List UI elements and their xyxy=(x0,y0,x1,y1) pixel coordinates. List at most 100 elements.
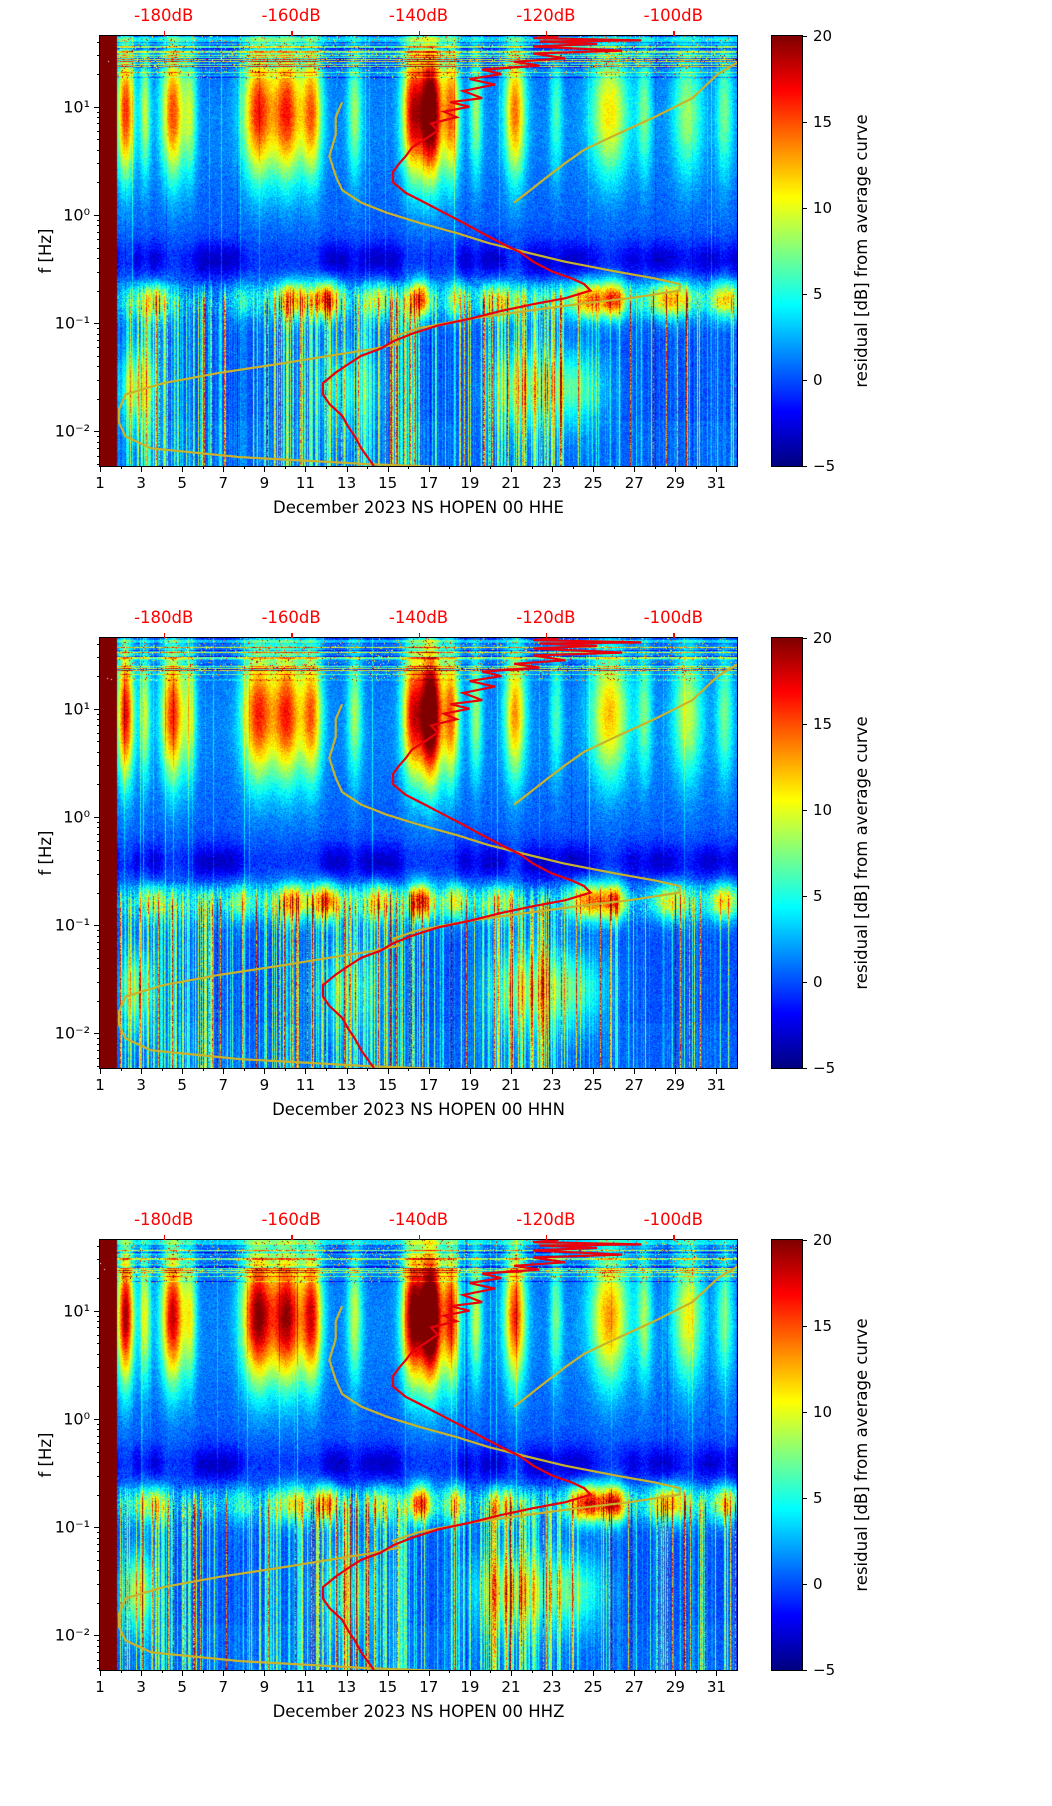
colorbar: 20 15 10 5 0 −5 xyxy=(771,629,835,1077)
top-axis-tick-mark xyxy=(163,633,166,638)
top-axis-tick-label: -100dB xyxy=(643,1210,703,1229)
colorbar-tick-mark xyxy=(802,982,807,983)
x-tick-mark xyxy=(100,1670,101,1676)
y-minor-tick-mark xyxy=(96,379,100,381)
x-tick-label: 3 xyxy=(136,1076,146,1094)
yellow-reference-curve-1 xyxy=(513,1265,737,1408)
x-tick-label: 31 xyxy=(706,1678,726,1696)
x-minor-tick-mark xyxy=(613,1068,615,1071)
y-minor-tick-mark xyxy=(96,1435,100,1437)
y-minor-tick-mark xyxy=(96,258,100,260)
y-minor-tick-mark xyxy=(96,1245,100,1247)
y-minor-tick-mark xyxy=(96,1050,100,1052)
x-tick-label: 13 xyxy=(337,474,357,492)
y-minor-tick-mark xyxy=(96,247,100,249)
y-minor-tick-mark xyxy=(96,1442,100,1444)
x-minor-tick-mark xyxy=(161,1670,163,1673)
x-tick-label: 3 xyxy=(136,474,146,492)
colorbar-tick-mark xyxy=(802,1498,807,1499)
spectrogram-panel-hhe: f [Hz] 1 3 5 7 9 11 13 15 17 19 21 23 25 27 29 31 10¹ 10⁰… xyxy=(0,0,1052,602)
x-tick-mark xyxy=(634,466,636,472)
x-tick-mark xyxy=(675,466,677,472)
top-axis-tick-mark xyxy=(673,633,675,638)
colorbar-tick-mark xyxy=(802,1584,807,1585)
x-tick-label: 13 xyxy=(337,1678,357,1696)
x-minor-tick-mark xyxy=(284,1670,286,1673)
x-tick-mark xyxy=(716,1670,718,1676)
y-tick-label: 10¹ xyxy=(63,1301,90,1321)
colorbar-tick-label: 5 xyxy=(813,1489,823,1507)
x-minor-tick-mark xyxy=(202,1670,204,1673)
y-minor-tick-mark xyxy=(96,1659,100,1661)
x-tick-mark xyxy=(182,466,184,472)
top-axis-tick-mark xyxy=(545,1235,548,1240)
x-minor-tick-mark xyxy=(490,466,492,469)
x-tick-mark xyxy=(223,1068,225,1074)
top-axis-tick-label: -160dB xyxy=(261,608,321,627)
y-minor-tick-mark xyxy=(96,41,100,43)
y-minor-tick-mark xyxy=(96,957,100,959)
x-minor-tick-mark xyxy=(490,1670,492,1673)
y-minor-tick-mark xyxy=(96,1327,100,1329)
y-tick-mark xyxy=(94,1310,100,1312)
x-tick-mark xyxy=(264,1670,266,1676)
x-tick-label: 15 xyxy=(378,1076,398,1094)
x-minor-tick-mark xyxy=(695,1670,697,1673)
y-minor-tick-mark xyxy=(96,1066,100,1068)
y-minor-tick-mark xyxy=(96,290,100,292)
top-axis-tick-label: -180dB xyxy=(134,6,194,25)
overlay-curves xyxy=(118,1240,737,1670)
x-minor-tick-mark xyxy=(531,466,533,469)
y-minor-tick-mark xyxy=(96,441,100,443)
top-axis-tick-mark xyxy=(418,633,420,638)
x-tick-mark xyxy=(675,1670,677,1676)
yellow-reference-curve-0 xyxy=(118,1305,681,1670)
x-tick-label: 1 xyxy=(95,1678,105,1696)
x-tick-mark xyxy=(510,1670,512,1676)
colorbar-tick-mark xyxy=(802,122,807,123)
y-minor-tick-mark xyxy=(96,1367,100,1369)
y-minor-tick-mark xyxy=(96,1386,100,1388)
colorbar-tick-label: 20 xyxy=(813,1231,833,1249)
y-minor-tick-mark xyxy=(96,149,100,151)
y-minor-tick-mark xyxy=(96,130,100,132)
spectrogram-panel-hhn: f [Hz] 1 3 5 7 9 11 13 15 17 19 21 23 25 27 29 31 10¹ 10⁰… xyxy=(0,602,1052,1204)
y-minor-tick-mark xyxy=(96,1321,100,1323)
spectrogram-image xyxy=(100,638,737,1068)
y-minor-tick-mark xyxy=(96,741,100,743)
x-minor-tick-mark xyxy=(326,1670,328,1673)
y-tick-label: 10⁰ xyxy=(63,205,90,225)
x-tick-mark xyxy=(305,1670,307,1676)
y-minor-tick-mark xyxy=(96,117,100,119)
x-tick-mark xyxy=(223,466,225,472)
x-minor-tick-mark xyxy=(695,1068,697,1071)
x-tick-label: 15 xyxy=(378,474,398,492)
x-tick-label: 9 xyxy=(259,1678,270,1696)
y-minor-tick-mark xyxy=(96,1475,100,1477)
x-minor-tick-mark xyxy=(202,466,204,469)
x-tick-mark xyxy=(510,466,512,472)
y-minor-tick-mark xyxy=(96,1494,100,1496)
y-tick-label: 10⁻² xyxy=(54,421,90,441)
y-minor-tick-mark xyxy=(96,860,100,862)
y-minor-tick-mark xyxy=(96,784,100,786)
x-tick-mark xyxy=(182,1670,184,1676)
y-minor-tick-mark xyxy=(96,1000,100,1002)
y-minor-tick-mark xyxy=(96,1334,100,1336)
colorbar-tick-label: −5 xyxy=(813,457,836,475)
y-minor-tick-mark xyxy=(96,719,100,721)
colorbar-gradient xyxy=(772,36,802,466)
x-tick-label: 17 xyxy=(419,474,439,492)
y-axis-label: f [Hz] xyxy=(36,830,55,876)
y-minor-tick-mark xyxy=(96,1057,100,1059)
y-minor-tick-mark xyxy=(96,1640,100,1642)
x-tick-label: 7 xyxy=(218,474,229,492)
x-tick-label: 21 xyxy=(501,474,521,492)
y-tick-mark xyxy=(94,1418,100,1420)
x-tick-label: 23 xyxy=(542,1678,562,1696)
x-minor-tick-mark xyxy=(613,1670,615,1673)
x-tick-label: 29 xyxy=(665,1678,685,1696)
y-minor-tick-mark xyxy=(96,643,100,645)
y-minor-tick-mark xyxy=(96,935,100,937)
y-tick-label: 10⁻¹ xyxy=(54,313,90,333)
